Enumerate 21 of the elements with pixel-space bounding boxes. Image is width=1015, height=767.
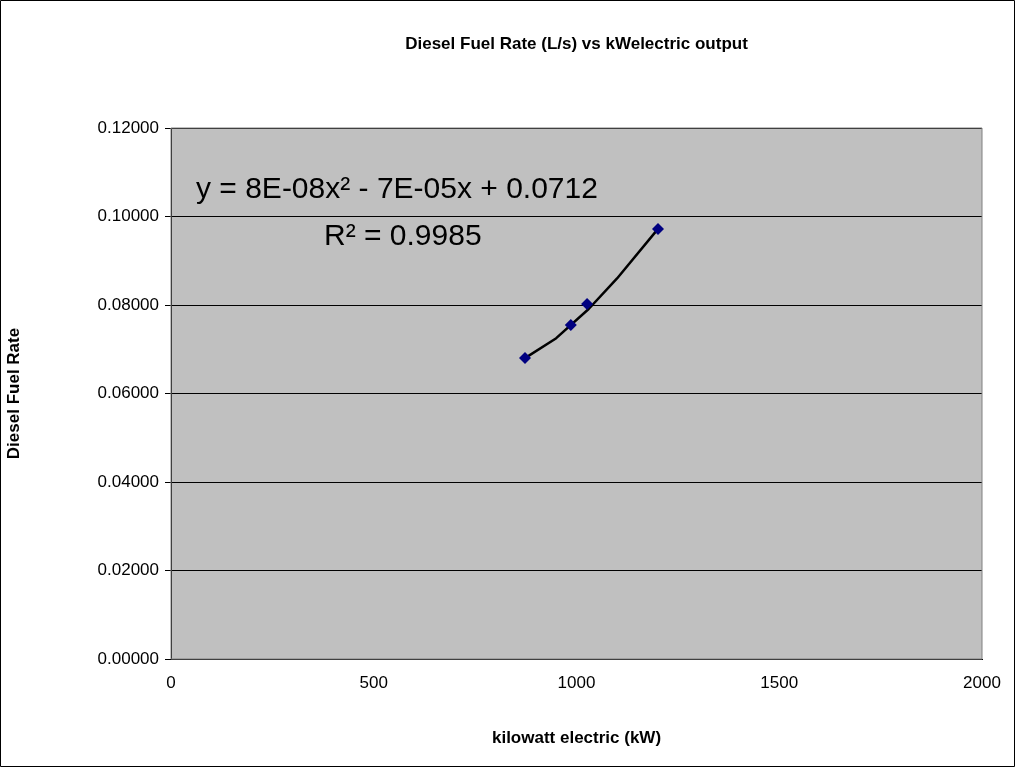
- x-tick-label: 1500: [760, 672, 799, 692]
- x-tick-label: 0: [166, 672, 176, 692]
- x-tick-label: 2000: [963, 672, 1001, 692]
- point: [564, 318, 577, 331]
- y-tick-label: 0.12000: [97, 117, 159, 137]
- y-tick-label: 0.10000: [97, 206, 159, 226]
- point: [652, 222, 665, 235]
- x-tick-label: 1000: [557, 672, 596, 692]
- y-tick-label: 0.02000: [97, 560, 159, 580]
- y-tick-label: 0.04000: [97, 471, 159, 491]
- y-tick-label: 0.00000: [97, 648, 159, 668]
- x-tick-label: 500: [359, 672, 388, 692]
- y-axis-title: Diesel Fuel Rate: [3, 327, 23, 460]
- point: [581, 298, 594, 311]
- chart-title: Diesel Fuel Rate (L/s) vs kWelectric output: [405, 33, 749, 53]
- point: [519, 352, 531, 365]
- y-tick-label: 0.08000: [97, 294, 159, 314]
- y-tick-label: 0.06000: [97, 383, 159, 403]
- x-axis-title: kilowatt electric (kW): [491, 728, 662, 748]
- annotation: y = 8E-08x² - 7E-05x + 0.0712: [196, 171, 598, 205]
- annotation: R² = 0.9985: [324, 218, 482, 252]
